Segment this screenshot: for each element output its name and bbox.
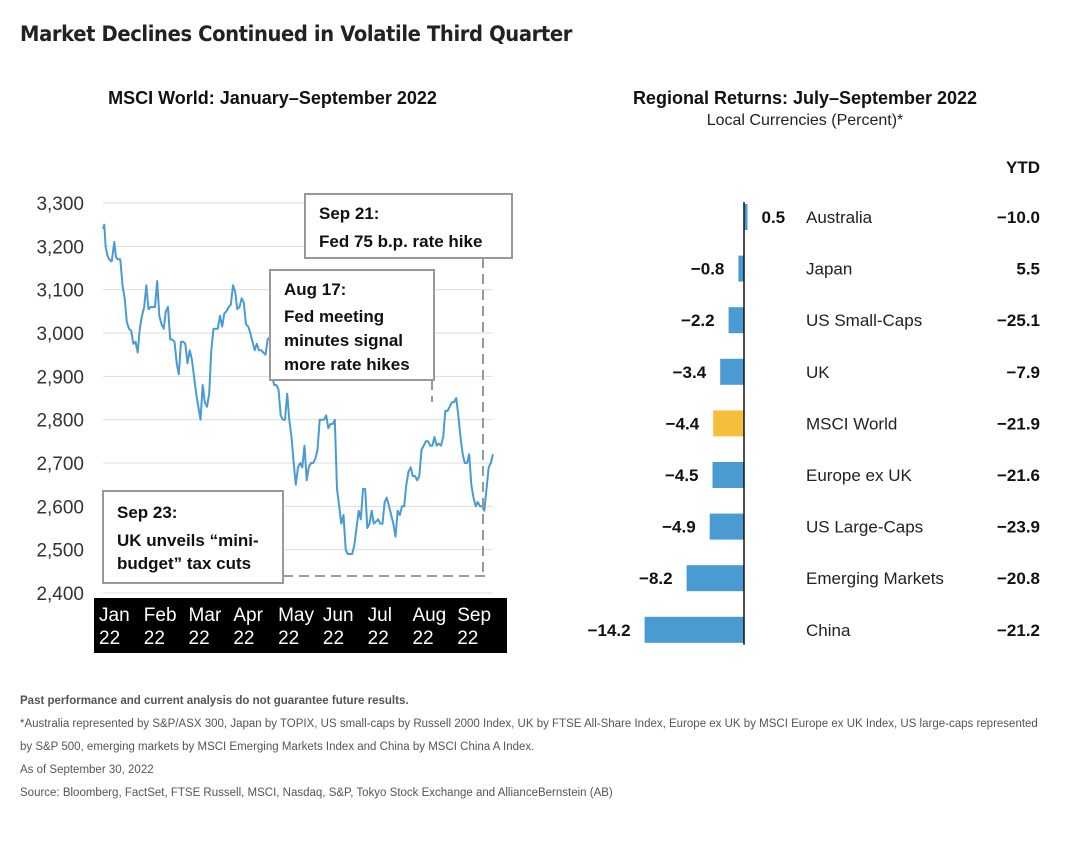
bar-chart-subtitle: Local Currencies (Percent)* (706, 112, 904, 129)
annotation-sep23: Sep 23: UK unveils “mini- budget” tax cu… (102, 490, 284, 584)
x-tick-month: Mar (189, 605, 222, 626)
footnote-line: by S&P 500, emerging markets by MSCI Eme… (20, 741, 535, 753)
x-tick-month: Sep (457, 605, 491, 626)
x-tick-month: Apr (233, 605, 263, 626)
msci-world-line (102, 223, 494, 555)
bar-value-label: −4.5 (665, 466, 699, 485)
category-label: China (806, 621, 851, 640)
y-tick-label: 3,200 (36, 237, 84, 258)
annotation-sep21: Sep 21: Fed 75 b.p. rate hike (304, 193, 513, 259)
page-title: Market Declines Continued in Volatile Th… (20, 22, 572, 46)
bar-uk (720, 358, 744, 385)
y-tick-label: 3,300 (36, 194, 84, 215)
bar-chart-title: Regional Returns: July–September 2022 (632, 88, 978, 108)
category-label: UK (806, 363, 830, 382)
category-label: US Large-Caps (806, 518, 923, 537)
bar-chart: 0.5 Australia −10.0 −0.8 Japan 5.5 −2.2 US Smal… (588, 202, 1040, 645)
x-tick-month: Aug (412, 605, 446, 626)
annotation-text: minutes signal (284, 331, 403, 350)
ytd-value: −21.9 (997, 414, 1040, 433)
annotation-date: Sep 23: (117, 503, 177, 522)
category-label: Australia (806, 208, 873, 227)
bar-labels: 0.5 Australia −10.0 −0.8 Japan 5.5 −2.2 US Smal… (588, 208, 1040, 640)
footnote-line: *Australia represented by S&P/ASX 300, J… (20, 718, 1038, 730)
y-axis-ticks: 3,300 3,200 3,100 3,000 2,900 2,800 2,700 2,600… (36, 194, 84, 605)
y-tick-label: 2,800 (36, 411, 84, 432)
annotation-aug17: Aug 17: Fed meeting minutes signal more … (269, 269, 435, 381)
ytd-column-header: YTD (1006, 158, 1040, 177)
y-tick-label: 2,600 (36, 497, 84, 518)
x-tick-month: Feb (144, 605, 177, 626)
x-tick-month: Jan (99, 605, 130, 626)
bar-us-large-caps (709, 513, 744, 540)
x-tick-year: 22 (412, 628, 433, 649)
y-tick-label: 2,400 (36, 584, 84, 605)
y-tick-label: 3,000 (36, 324, 84, 345)
x-tick-month: Jun (323, 605, 354, 626)
ytd-value: −7.9 (1006, 363, 1040, 382)
x-tick-year: 22 (99, 628, 120, 649)
ytd-value: −20.8 (997, 569, 1040, 588)
annotation-text: more rate hikes (284, 355, 410, 374)
ytd-value: −23.9 (997, 518, 1040, 537)
category-label: Emerging Markets (806, 569, 944, 588)
category-label: Europe ex UK (806, 466, 912, 485)
bar-australia (744, 204, 748, 230)
bar-value-label: −3.4 (673, 363, 707, 382)
bar-value-label: −8.2 (639, 569, 673, 588)
x-tick-year: 22 (457, 628, 478, 649)
y-tick-label: 2,500 (36, 541, 84, 562)
ytd-value: −10.0 (997, 208, 1040, 227)
category-label: US Small-Caps (806, 311, 922, 330)
x-tick-year: 22 (233, 628, 254, 649)
line-chart: 3,300 3,200 3,100 3,000 2,900 2,800 2,700 2,600… (36, 193, 513, 653)
bar-value-label: −4.4 (666, 414, 700, 433)
category-label: MSCI World (806, 414, 897, 433)
disclaimer: Past performance and current analysis do… (20, 695, 409, 707)
x-axis-labels: Jan22Feb22Mar22Apr22May22Jun22Jul22Aug22… (99, 605, 491, 649)
bar-value-label: −14.2 (588, 621, 631, 640)
as-of-date: As of September 30, 2022 (20, 764, 154, 776)
annotation-text: Fed 75 b.p. rate hike (319, 232, 482, 251)
y-tick-label: 3,100 (36, 281, 84, 302)
x-tick-year: 22 (189, 628, 210, 649)
x-tick-month: May (278, 605, 314, 626)
ytd-value: 5.5 (1016, 260, 1040, 279)
annotation-date: Aug 17: (284, 280, 346, 299)
y-tick-label: 2,900 (36, 367, 84, 388)
annotation-date: Sep 21: (319, 204, 379, 223)
x-axis-band (94, 598, 507, 653)
x-tick-year: 22 (144, 628, 165, 649)
x-tick-year: 22 (323, 628, 344, 649)
ytd-value: −21.6 (997, 466, 1040, 485)
ytd-value: −25.1 (997, 311, 1040, 330)
bar-value-label: −0.8 (691, 260, 725, 279)
bar-value-label: −2.2 (681, 311, 715, 330)
bar-value-label: 0.5 (762, 208, 786, 227)
bars (644, 204, 748, 643)
annotation-text: budget” tax cuts (117, 554, 251, 573)
footnotes: Past performance and current analysis do… (20, 690, 1070, 805)
line-chart-title: MSCI World: January–September 2022 (108, 88, 437, 108)
annotation-text: Fed meeting (284, 307, 384, 326)
bar-us-small-caps (728, 307, 744, 334)
bar-value-label: −4.9 (662, 518, 696, 537)
category-label: Japan (806, 260, 852, 279)
bar-europe-ex-uk (712, 462, 744, 488)
x-tick-month: Jul (368, 605, 392, 626)
ytd-value: −21.2 (997, 621, 1040, 640)
bar-japan (738, 255, 744, 282)
bar-msci-world (713, 410, 744, 437)
bar-emerging-markets (686, 565, 744, 592)
x-tick-year: 22 (368, 628, 389, 649)
source-line: Source: Bloomberg, FactSet, FTSE Russell… (20, 787, 613, 799)
y-tick-label: 2,700 (36, 454, 84, 475)
bar-china (644, 616, 744, 643)
annotation-text: UK unveils “mini- (117, 531, 259, 550)
x-tick-year: 22 (278, 628, 299, 649)
